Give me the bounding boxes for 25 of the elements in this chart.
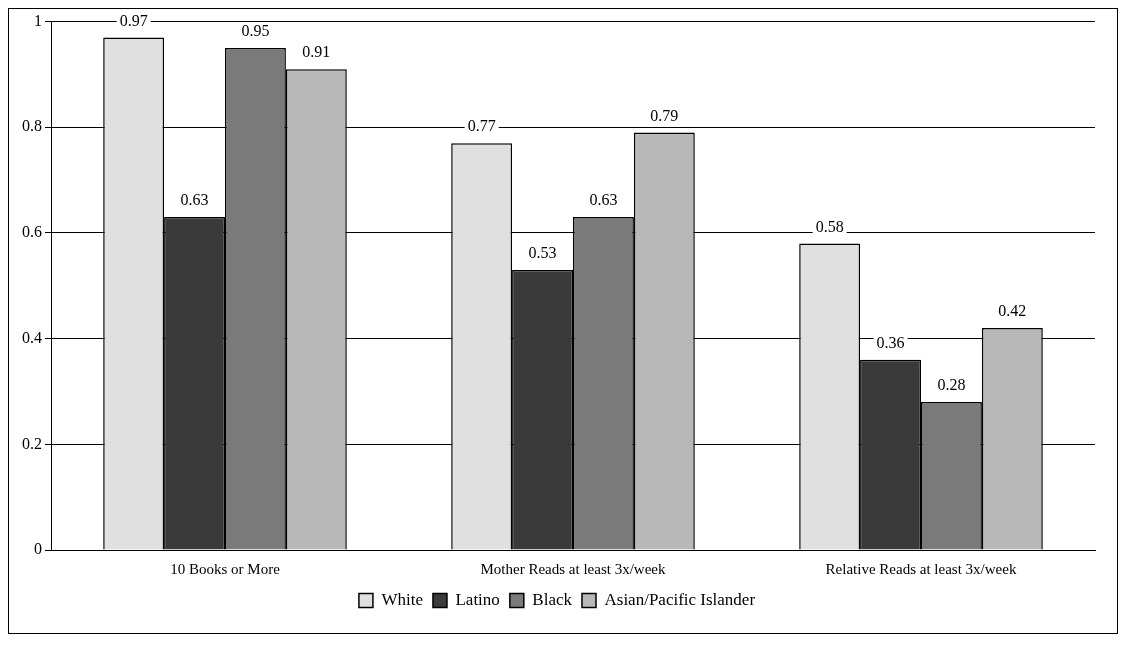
x-tick-label: Mother Reads at least 3x/week	[480, 560, 666, 577]
data-label: 0.97	[119, 11, 148, 29]
legend-label: Black	[532, 589, 573, 609]
y-tick-label: 0	[34, 540, 42, 558]
y-tick-label: 0.2	[22, 434, 42, 452]
y-tick-label: 0.8	[22, 117, 42, 135]
y-tick-label: 0.6	[22, 223, 42, 241]
y-tick-label: 1	[34, 11, 42, 29]
data-label: 0.36	[876, 333, 905, 351]
data-label: 0.95	[241, 22, 270, 40]
x-tick-label: 10 Books or More	[170, 560, 281, 577]
y-tick-label: 0.4	[22, 328, 42, 346]
data-label: 0.77	[467, 117, 496, 135]
data-label: 0.28	[937, 376, 966, 394]
data-label: 0.63	[180, 191, 209, 209]
data-label: 0.91	[302, 43, 331, 61]
data-label: 0.53	[528, 244, 557, 262]
data-label: 0.58	[815, 217, 844, 235]
legend-label: White	[381, 589, 423, 609]
data-label: 0.79	[650, 106, 679, 124]
x-tick-label: Relative Reads at least 3x/week	[825, 560, 1017, 577]
data-label: 0.42	[998, 302, 1027, 320]
legend-label: Latino	[455, 589, 500, 609]
legend-label: Asian/Pacific Islander	[604, 589, 756, 609]
data-label: 0.63	[589, 191, 618, 209]
